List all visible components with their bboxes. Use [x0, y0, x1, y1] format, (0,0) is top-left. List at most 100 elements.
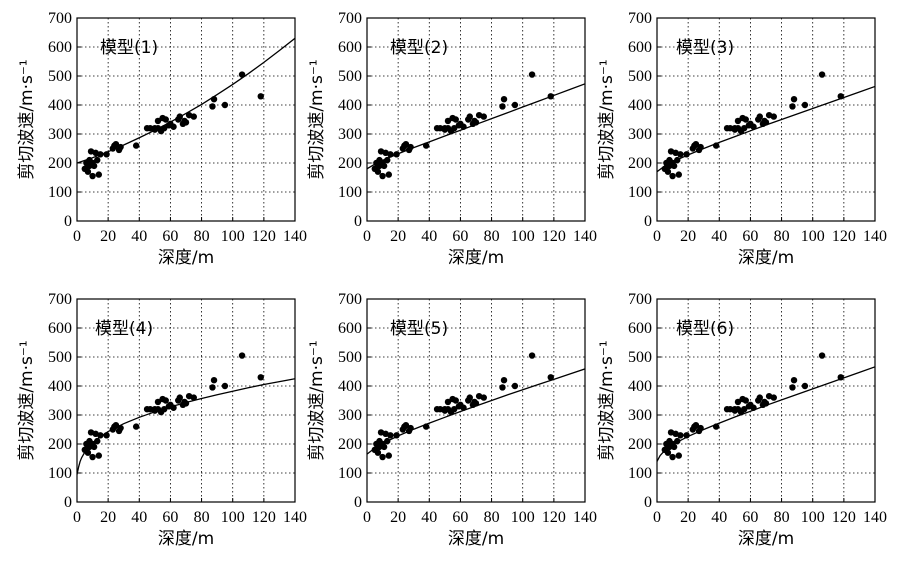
data-point: [257, 374, 264, 381]
data-point: [742, 397, 749, 404]
fit-curve: [367, 83, 585, 170]
data-point: [741, 406, 748, 413]
data-point: [790, 377, 798, 384]
x-tick-label: 80: [484, 228, 500, 245]
chart-panel-3: 0 20 40 60 80 100 120 140 0 100 200 300 400 500 600 700…: [597, 10, 887, 268]
data-point: [677, 432, 684, 439]
y-tick-label: 0: [644, 213, 652, 230]
data-point: [692, 140, 700, 148]
x-tick-label: 100: [511, 228, 535, 245]
axes-frame: [76, 17, 296, 222]
x-tick-label: 60: [452, 509, 468, 526]
x-tick-label: 40: [421, 509, 437, 526]
model-label: 模型(5): [390, 319, 448, 339]
chart-panel-1: 0 20 40 60 80 100 120 140 0 100 200 300 400 500 600 700…: [17, 10, 307, 268]
x-tick-label: 80: [194, 509, 210, 526]
y-tick-label: 400: [628, 378, 652, 395]
data-point: [677, 151, 684, 158]
y-axis-label: 剪切波速/m·s⁻¹: [17, 59, 37, 179]
data-point: [190, 394, 197, 401]
x-tick-label: 20: [100, 228, 116, 245]
y-tick-label: 600: [628, 39, 652, 56]
data-point: [770, 394, 777, 401]
x-tick-label: 140: [863, 509, 887, 526]
y-tick-label: 600: [48, 39, 72, 56]
data-point: [132, 142, 140, 149]
y-axis-label: 剪切波速/m·s⁻¹: [17, 340, 37, 460]
data-point: [741, 125, 748, 132]
data-point: [170, 123, 177, 130]
x-tick-label: 60: [452, 228, 468, 245]
x-axis-label: 深度/m: [738, 529, 794, 549]
data-point: [89, 172, 96, 180]
x-axis-label: 深度/m: [448, 248, 504, 268]
data-point: [664, 168, 672, 175]
data-point: [154, 398, 162, 406]
x-tick-label: 120: [832, 228, 856, 245]
data-point: [480, 113, 487, 120]
y-tick-label: 0: [64, 494, 72, 511]
data-point: [451, 125, 458, 132]
y-tick-label: 100: [48, 465, 72, 482]
x-tick-label: 60: [742, 228, 758, 245]
data-point: [379, 172, 386, 180]
data-point: [132, 423, 140, 430]
data-point: [756, 394, 763, 401]
x-axis-label: 深度/m: [738, 248, 794, 268]
y-tick-label: 500: [48, 68, 72, 85]
data-point: [675, 452, 682, 459]
x-tick-label: 0: [363, 509, 371, 526]
x-tick-label: 80: [774, 509, 790, 526]
x-tick-label: 100: [221, 228, 245, 245]
data-point: [528, 71, 536, 78]
y-tick-label: 100: [338, 465, 362, 482]
x-tick-label: 80: [774, 228, 790, 245]
data-point: [742, 116, 749, 123]
data-point: [182, 119, 190, 126]
y-axis-label: 剪切波速/m·s⁻¹: [307, 340, 327, 460]
x-tick-label: 100: [511, 509, 535, 526]
data-point: [209, 103, 216, 110]
data-point: [500, 377, 508, 384]
data-point: [374, 449, 382, 456]
y-tick-label: 300: [338, 407, 362, 424]
x-tick-label: 60: [162, 509, 178, 526]
y-tick-label: 100: [338, 184, 362, 201]
y-tick-label: 600: [338, 39, 362, 56]
x-tick-label: 0: [363, 228, 371, 245]
x-tick-label: 60: [162, 228, 178, 245]
axes-frame: [366, 298, 586, 503]
x-tick-label: 20: [390, 228, 406, 245]
data-point: [480, 394, 487, 401]
chart-panel-5: 0 20 40 60 80 100 120 140 0 100 200 300 400 500 600 700…: [307, 291, 597, 549]
data-point: [675, 171, 682, 178]
x-tick-label: 20: [390, 509, 406, 526]
y-tick-label: 400: [628, 97, 652, 114]
fit-curve: [367, 368, 585, 455]
data-point: [692, 421, 700, 429]
y-tick-label: 600: [338, 320, 362, 337]
data-point: [511, 101, 519, 109]
data-point: [801, 382, 809, 390]
y-tick-label: 500: [628, 349, 652, 366]
y-tick-label: 300: [628, 126, 652, 143]
y-tick-label: 500: [338, 349, 362, 366]
data-point: [801, 101, 809, 109]
data-point: [444, 398, 452, 406]
axes-frame: [76, 298, 296, 503]
x-tick-label: 40: [711, 228, 727, 245]
y-tick-label: 0: [64, 213, 72, 230]
data-point: [162, 397, 169, 404]
y-tick-label: 700: [628, 10, 652, 27]
chart-panel-4: 0 20 40 60 80 100 120 140 0 100 200 300 400 500 600 700…: [17, 291, 307, 549]
data-point: [669, 172, 676, 180]
model-label: 模型(6): [676, 319, 734, 339]
y-tick-label: 700: [48, 10, 72, 27]
x-tick-label: 40: [711, 509, 727, 526]
y-tick-label: 100: [628, 465, 652, 482]
x-axis-label: 深度/m: [448, 529, 504, 549]
x-tick-label: 120: [252, 228, 276, 245]
model-label: 模型(4): [95, 319, 153, 339]
x-tick-label: 120: [252, 509, 276, 526]
